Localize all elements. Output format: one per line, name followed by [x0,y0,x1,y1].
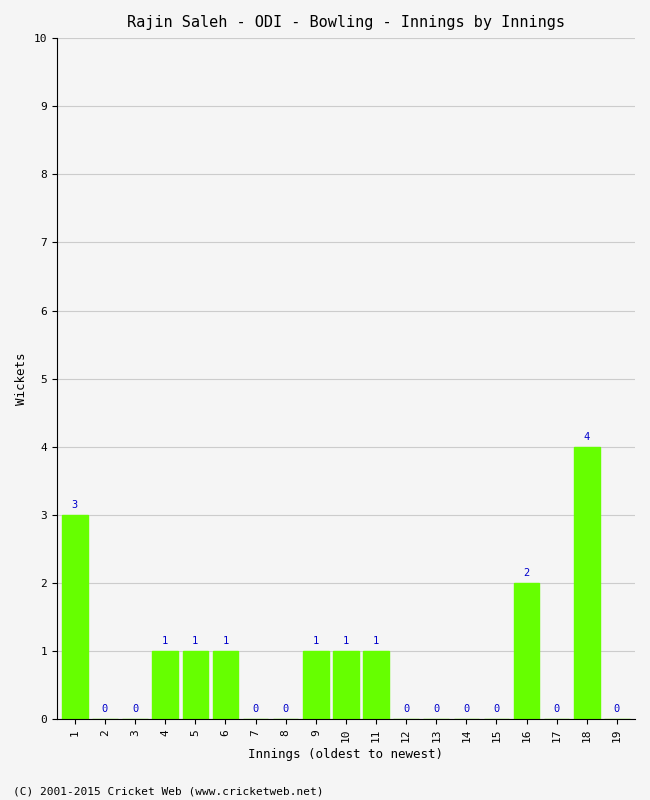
Text: 0: 0 [252,705,259,714]
Text: 1: 1 [222,636,229,646]
Text: 1: 1 [313,636,319,646]
Text: 0: 0 [283,705,289,714]
Text: 3: 3 [72,500,78,510]
Bar [303,651,328,719]
Text: 0: 0 [463,705,469,714]
Bar [574,446,599,719]
Text: 0: 0 [403,705,410,714]
Bar [62,515,88,719]
Bar [514,583,540,719]
Y-axis label: Wickets: Wickets [15,353,28,405]
Text: 1: 1 [192,636,198,646]
Text: 1: 1 [343,636,349,646]
Bar [152,651,178,719]
Text: 1: 1 [162,636,168,646]
Text: (C) 2001-2015 Cricket Web (www.cricketweb.net): (C) 2001-2015 Cricket Web (www.cricketwe… [13,786,324,796]
Bar [213,651,239,719]
Bar [363,651,389,719]
Text: 1: 1 [373,636,379,646]
X-axis label: Innings (oldest to newest): Innings (oldest to newest) [248,748,443,761]
Text: 0: 0 [132,705,138,714]
Bar [333,651,359,719]
Text: 4: 4 [584,432,590,442]
Title: Rajin Saleh - ODI - Bowling - Innings by Innings: Rajin Saleh - ODI - Bowling - Innings by… [127,15,565,30]
Text: 0: 0 [614,705,620,714]
Text: 0: 0 [554,705,560,714]
Text: 2: 2 [523,568,530,578]
Text: 0: 0 [493,705,500,714]
Text: 0: 0 [102,705,108,714]
Bar [183,651,208,719]
Text: 0: 0 [433,705,439,714]
